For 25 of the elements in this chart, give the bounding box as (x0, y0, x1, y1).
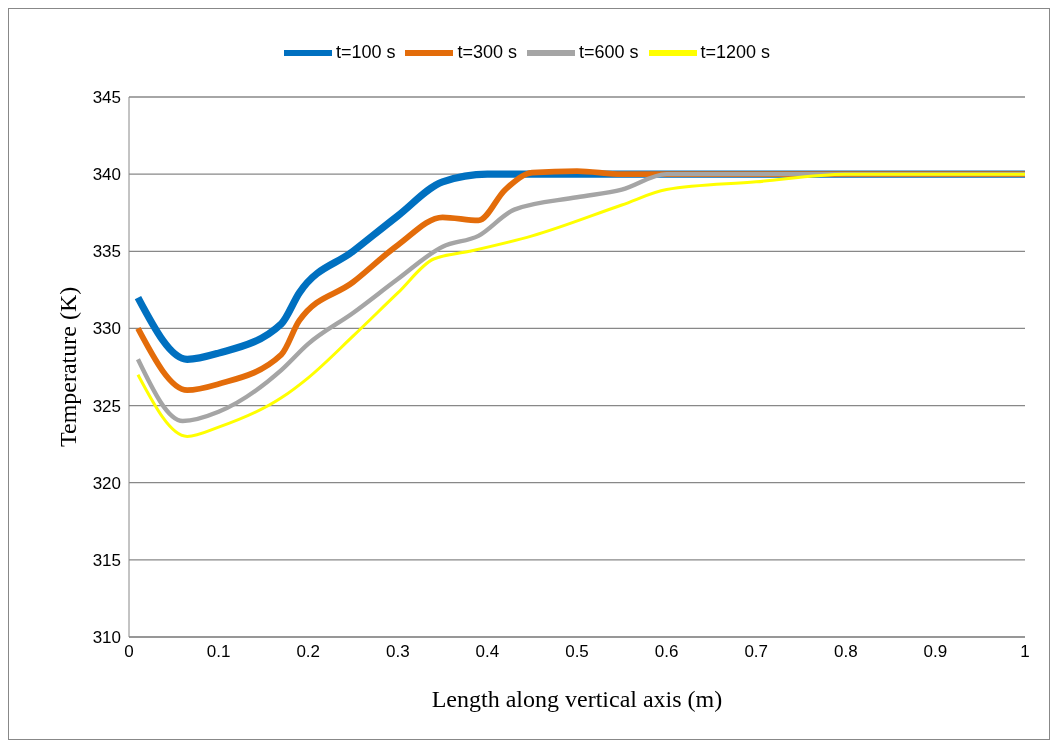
legend-label: t=100 s (335, 41, 396, 62)
y-tick-label: 340 (92, 165, 121, 185)
x-tick-label: 0.6 (654, 642, 679, 662)
x-tick-label: 0.8 (833, 642, 858, 662)
x-tick-label: 0.1 (206, 642, 231, 662)
x-axis-title: Length along vertical axis (m) (431, 686, 723, 712)
y-tick-label: 345 (92, 88, 121, 108)
x-tick-label: 0.5 (565, 642, 589, 662)
y-tick-label: 335 (92, 242, 121, 262)
y-axis-title: Temperature (K) (54, 286, 81, 447)
legend-label: t=300 s (457, 41, 517, 62)
legend-label: t=600 s (578, 41, 639, 62)
x-tick-label: 0 (124, 642, 134, 662)
x-tick-label: 0.7 (744, 642, 769, 662)
x-tick-label: 0.2 (296, 642, 321, 662)
y-tick-label: 330 (92, 319, 121, 339)
y-tick-label: 325 (92, 396, 121, 416)
x-tick-label: 0.4 (475, 642, 500, 662)
x-tick-label: 1 (1020, 642, 1030, 662)
y-tick-label: 315 (92, 550, 121, 570)
x-tick-label: 0.9 (923, 642, 948, 662)
x-tick-label: 0.3 (385, 642, 410, 662)
y-tick-label: 320 (92, 473, 121, 493)
legend-label: t=1200 s (700, 41, 771, 62)
y-tick-label: 310 (92, 628, 121, 648)
